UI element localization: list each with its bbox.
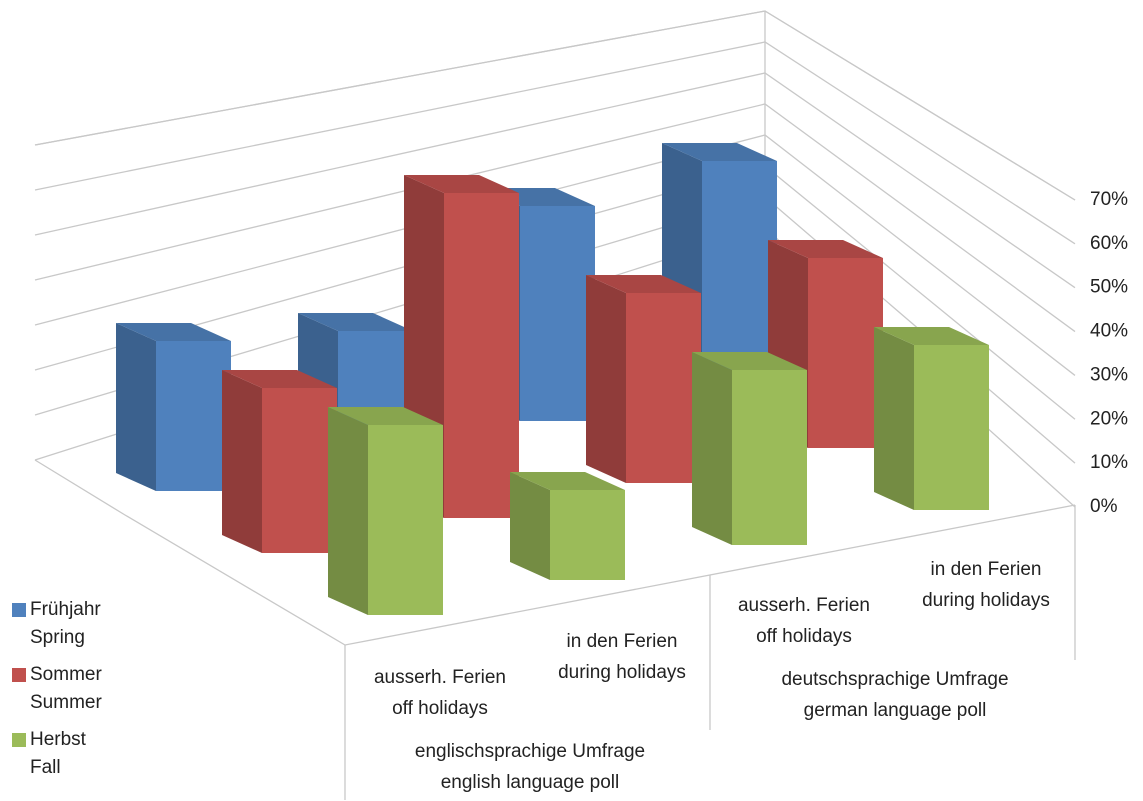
y-tick-label: 0% [1090, 496, 1118, 517]
bar [550, 490, 625, 580]
x-tick-label: in den Ferien during holidays [922, 559, 1050, 611]
x-tick-label: ausserh. Ferien off holidays [738, 595, 870, 647]
legend-label: Frühjahr Spring [30, 599, 101, 648]
legend-swatch [12, 668, 26, 682]
y-tick-label: 20% [1090, 408, 1128, 429]
group-label: englischsprachige Umfrage english languag… [415, 741, 645, 793]
y-tick-label: 60% [1090, 233, 1128, 254]
grid-line [34, 103, 1076, 333]
bar-side [116, 323, 156, 491]
legend-label: Sommer Summer [30, 664, 102, 713]
bar [732, 370, 807, 545]
bar [156, 341, 231, 491]
bar-top [874, 327, 989, 345]
bar [520, 206, 595, 421]
bar-side [510, 472, 550, 580]
legend-swatch [12, 603, 26, 617]
bar-top [662, 143, 777, 161]
bar-side [328, 407, 368, 615]
y-tick-label: 40% [1090, 321, 1128, 342]
bar [626, 293, 701, 483]
bar [262, 388, 337, 553]
y-tick-label: 70% [1090, 189, 1128, 210]
x-tick-label: ausserh. Ferien off holidays [374, 667, 506, 719]
bar-side [586, 275, 626, 483]
legend-swatch [12, 733, 26, 747]
bar-top [404, 175, 519, 193]
bar-top [222, 370, 337, 388]
bar-side [874, 327, 914, 510]
bar-top [510, 472, 625, 490]
bar-top [328, 407, 443, 425]
bar [914, 345, 989, 510]
bar-top [692, 352, 807, 370]
bar-side [222, 370, 262, 553]
group-label: deutschsprachige Umfrage german language … [781, 669, 1008, 721]
bar [808, 258, 883, 448]
bar-top [586, 275, 701, 293]
bar [444, 193, 519, 518]
grid-line [34, 72, 1076, 289]
bar-top [116, 323, 231, 341]
grid-line [34, 134, 1076, 376]
bar [702, 161, 777, 386]
y-tick-label: 30% [1090, 364, 1128, 385]
x-tick-label: in den Ferien during holidays [558, 631, 686, 683]
y-tick-label: 50% [1090, 277, 1128, 298]
bar-side [692, 352, 732, 545]
bar-top [768, 240, 883, 258]
legend-label: Herbst Fall [30, 729, 87, 778]
y-tick-label: 10% [1090, 452, 1128, 473]
bar [368, 425, 443, 615]
bar-top [298, 313, 413, 331]
grid-line [34, 41, 1076, 245]
grid-line [34, 10, 1076, 201]
